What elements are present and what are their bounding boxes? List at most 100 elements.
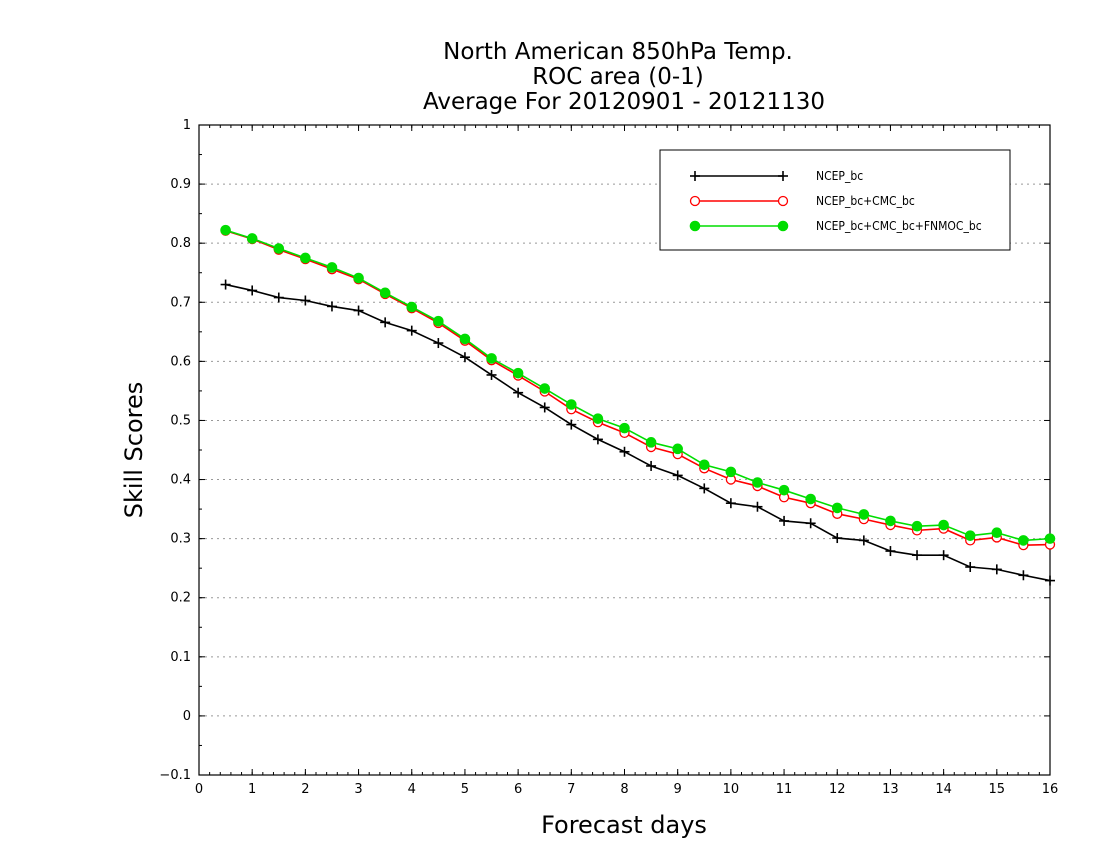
legend-label: NCEP_bc+CMC_bc+FNMOC_bc [816,219,982,233]
y-tick-label: −0.1 [159,768,191,783]
legend-item: NCEP_bc+CMC_bc+FNMOC_bc [689,219,982,233]
data-point [991,527,1003,539]
y-tick-label: 1 [183,118,191,133]
data-point [991,564,1002,575]
legend-item: NCEP_bc [690,169,863,183]
y-tick-label: 0.5 [170,413,191,428]
y-tick-label: 0.3 [170,532,191,547]
data-point [779,515,790,526]
series-0 [220,279,1055,586]
y-tick-label: 0.1 [170,650,191,665]
x-tick-label: 10 [723,782,740,797]
data-point [433,338,444,349]
data-point [1018,535,1029,546]
data-point [406,325,417,336]
y-tick-label: 0.8 [170,236,191,251]
series-line [225,229,1051,542]
legend-marker [778,171,788,181]
data-point [965,562,976,572]
data-point [1044,533,1056,544]
series-line [225,283,1051,582]
data-point [778,484,790,496]
legend-marker [777,220,789,232]
data-point [805,518,816,529]
data-point [938,550,949,561]
data-point [805,493,816,505]
x-tick-label: 16 [1042,782,1059,797]
data-point [353,305,364,316]
data-point [858,535,869,546]
series-line [225,230,1051,546]
legend-marker [690,171,700,181]
x-tick-label: 1 [248,782,256,797]
data-point [566,399,577,410]
data-point [246,233,258,244]
x-tick-label: 4 [408,782,416,797]
y-tick-label: 0.6 [170,354,191,369]
legend-box [659,149,1011,251]
data-point [300,295,311,306]
data-point [220,279,231,290]
data-point [512,367,524,379]
x-tick-label: 6 [514,782,522,797]
y-tick-label: 0.9 [170,177,191,192]
x-tick-label: 8 [620,782,628,797]
data-point [619,446,630,457]
chart-title-line-3: Average For 20120901 - 20121130 [423,89,825,115]
x-tick-label: 0 [195,782,203,797]
data-point [911,520,923,532]
data-point [698,459,710,471]
data-point [539,402,550,413]
x-tick-label: 2 [301,782,309,797]
series-1 [220,225,1056,551]
chart-title: North American 850hPa Temp. ROC area (0-… [423,39,825,115]
data-point [380,317,391,328]
y-tick-label: 0.7 [170,295,191,310]
data-point [832,533,843,544]
series-lines [220,224,1056,586]
data-point [752,477,763,488]
data-point [220,224,231,236]
data-point [1045,575,1055,586]
x-axis-label: Forecast days [541,811,707,839]
y-tick-label: 0 [183,709,191,724]
data-point [326,262,338,273]
x-tick-label: 14 [935,782,952,797]
legend: NCEP_bc NCEP_bc+CMC_bc NCEP_bc+CMC_bc+FNMO… [659,149,1011,251]
data-point [592,413,604,424]
data-point [459,352,470,363]
data-point [592,434,603,445]
x-tick-label: 7 [567,782,575,797]
data-point [672,470,683,481]
y-axis: −0.1 0 0.1 0.2 0.3 0.4 0.5 0.6 0.7 0.8 0.9 1 [159,118,1050,783]
data-point [672,443,683,455]
legend-marker [777,195,789,207]
x-axis: 0 1 2 3 4 5 6 7 8 9 10 11 12 13 14 15 16 [195,125,1058,797]
data-point [938,519,949,531]
chart-title-line-2: ROC area (0-1) [532,64,704,90]
data-point [433,315,444,327]
data-point [539,383,551,394]
data-point [831,502,843,514]
legend-label: NCEP_bc [816,169,863,183]
series-2 [220,224,1056,546]
y-tick-label: 0.2 [170,591,191,606]
data-point [379,287,391,299]
legend-item: NCEP_bc+CMC_bc [689,194,915,208]
x-tick-label: 5 [461,782,469,797]
data-point [486,353,497,364]
data-point [885,515,896,527]
data-point [273,243,285,254]
data-point [1018,570,1029,581]
data-point [513,387,524,398]
data-point [406,301,418,313]
data-point [858,509,870,520]
data-point [646,460,657,471]
data-point [912,550,923,561]
y-tick-label: 0.4 [170,473,191,488]
data-point [725,466,737,478]
data-point [486,369,497,380]
chart-title-line-1: North American 850hPa Temp. [443,39,793,65]
legend-label: NCEP_bc+CMC_bc [816,194,915,208]
